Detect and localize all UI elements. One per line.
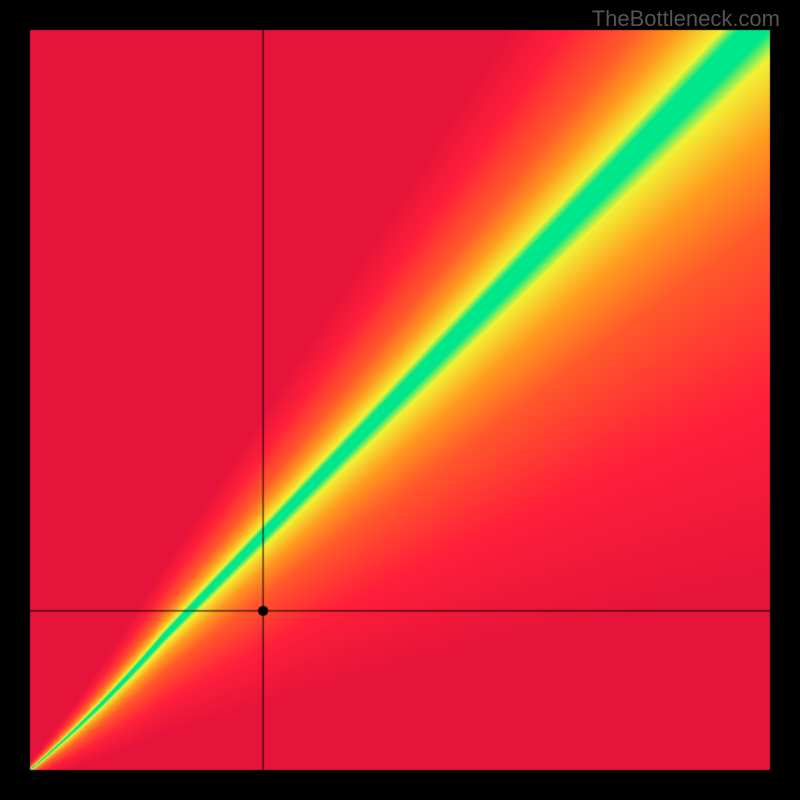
heatmap-canvas — [0, 0, 800, 800]
chart-container: TheBottleneck.com — [0, 0, 800, 800]
watermark-text: TheBottleneck.com — [592, 6, 780, 32]
